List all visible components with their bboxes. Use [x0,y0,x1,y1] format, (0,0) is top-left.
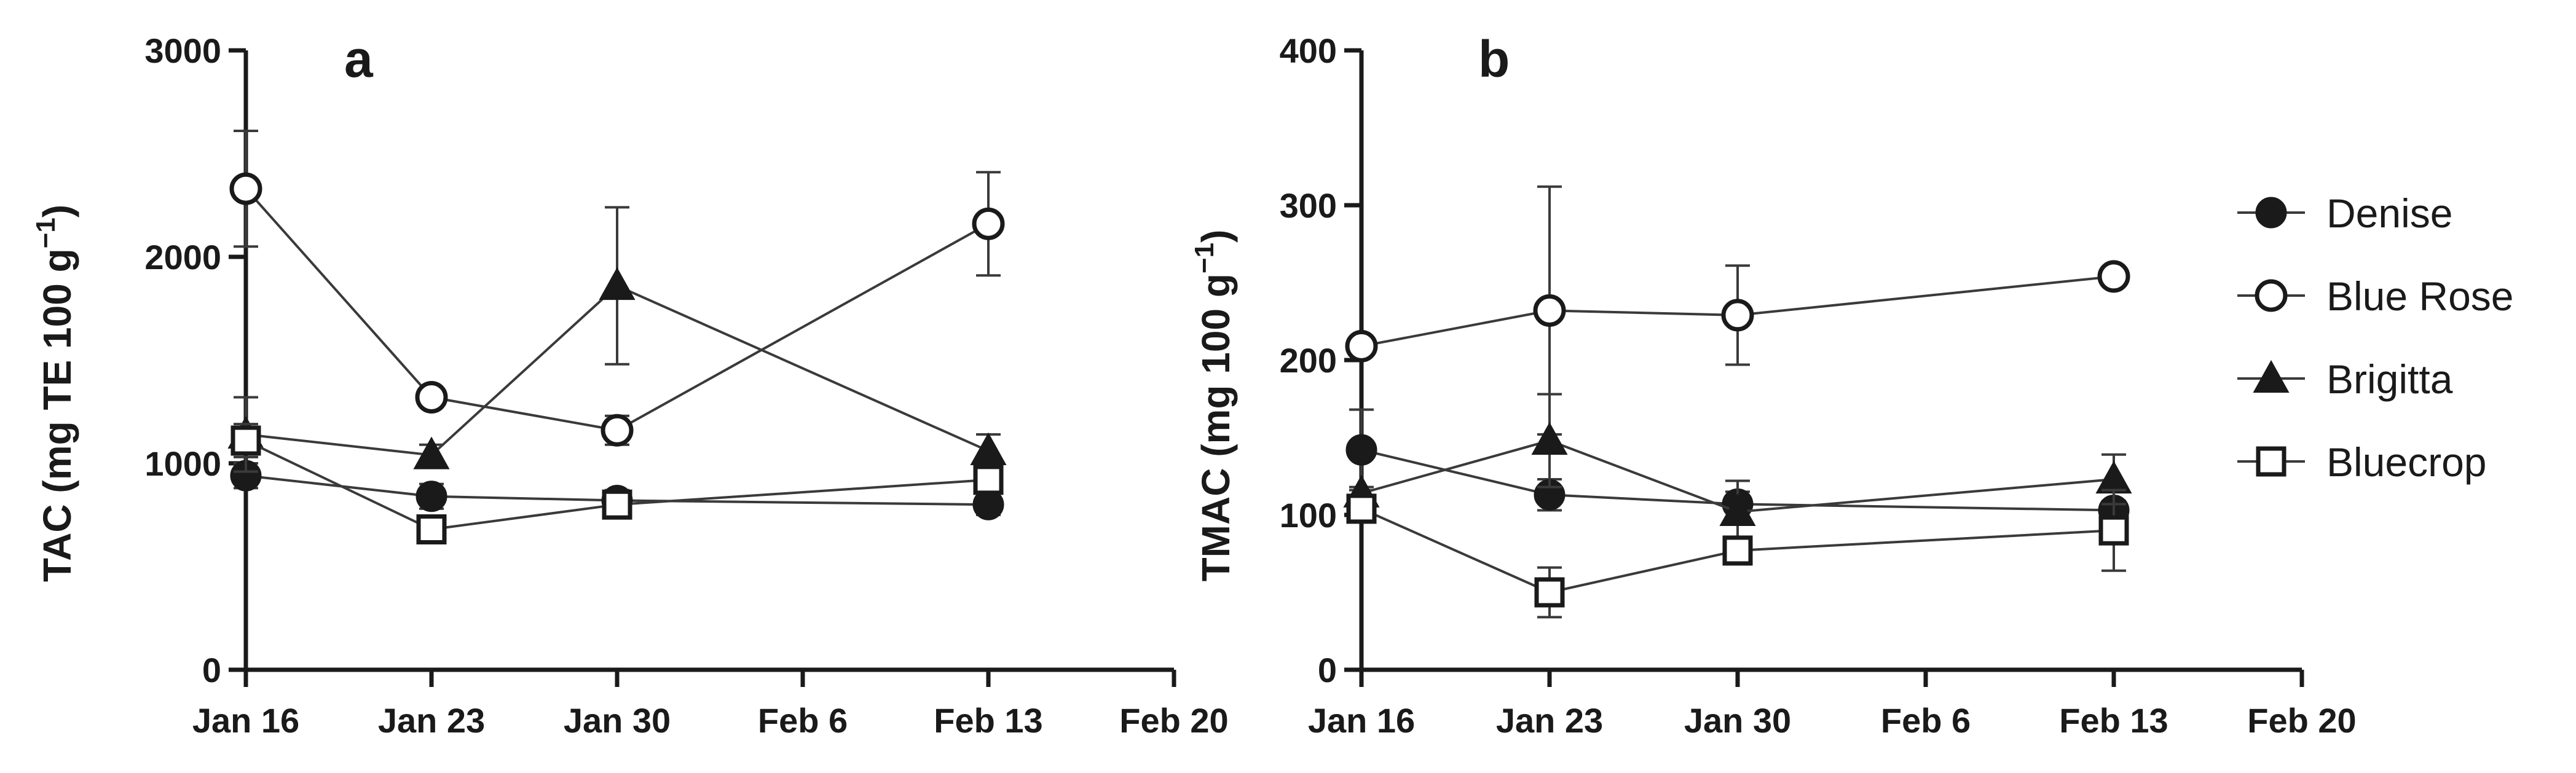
panel-b-chart: 0 100 200 300 400 Jan 16 Jan 23 Jan 30 Feb 6 Feb… [1189,30,2357,740]
legend-label: Blue Rose [2326,273,2514,319]
data-point-bluecrop [416,514,447,545]
x-tick-label: Jan 30 [564,701,671,740]
y-tick-label: 1000 [144,444,221,483]
panel-b-x-axis: Jan 16 Jan 23 Jan 30 Feb 6 Feb 13 Feb 20 [1308,667,2357,740]
panel-b-y-axis: 0 100 200 300 400 [1280,31,1364,689]
legend-item: Brigitta [2237,356,2453,402]
data-point-bluecrop [1534,577,1565,608]
x-tick-label: Feb 20 [2247,701,2356,740]
panel-a-y-axis-title: TAC (mg TE 100 g−1) [31,205,79,582]
panel-a-y-axis: 0 1000 2000 3000 [144,31,248,689]
x-tick-label: Jan 16 [1308,701,1415,740]
y-tick-label: 0 [202,651,221,689]
data-point-denise [1345,434,1377,466]
x-tick-label: Feb 6 [1881,701,1971,740]
data-point-blue-rose [601,414,634,447]
data-point-brigitta [1531,422,1568,455]
data-point-blue-rose [972,207,1005,240]
panel-a-chart: 0 1000 2000 3000 Jan 16 Jan 23 Jan 30 Feb 6 Feb… [31,30,1229,740]
y-tick-label: 200 [1280,341,1337,380]
data-point-brigitta [970,432,1007,465]
legend-label: Brigitta [2326,356,2453,402]
series-line-bluecrop [245,439,989,531]
panel-b-series [1343,185,2132,619]
legend-label: Bluecrop [2326,439,2487,485]
panel-a-x-axis: Jan 16 Jan 23 Jan 30 Feb 6 Feb 13 Feb 20 [192,667,1229,740]
data-point-blue-rose [229,172,262,205]
data-point-blue-rose [415,380,448,414]
legend: Denise Blue Rose Brigitta Bluecrop [2237,190,2514,485]
legend-item: Bluecrop [2237,439,2487,485]
x-tick-label: Feb 13 [934,701,1042,740]
x-tick-label: Feb 13 [2059,701,2168,740]
series-line-bluecrop [1361,508,2114,594]
legend-item: Blue Rose [2237,273,2514,319]
data-point-denise [416,481,447,512]
data-point-brigitta [2095,460,2132,494]
y-tick-label: 2000 [144,238,221,277]
data-point-brigitta [599,267,636,300]
legend-item: Denise [2237,190,2452,236]
data-point-brigitta [413,436,450,469]
legend-marker-bluecrop [2256,446,2286,477]
data-point-bluecrop [230,425,261,456]
series-line-blue-rose [245,187,989,432]
x-tick-label: Feb 6 [758,701,848,740]
panel-b-letter: b [1478,30,1510,88]
x-tick-label: Feb 20 [1119,701,1228,740]
x-tick-label: Jan 23 [1496,701,1603,740]
series-line-brigitta [1361,439,2114,513]
data-point-blue-rose [2097,260,2130,293]
y-tick-label: 400 [1280,31,1337,70]
data-point-bluecrop [2098,515,2129,546]
data-point-bluecrop [973,465,1004,495]
legend-label: Denise [2326,190,2452,236]
data-point-brigitta [1719,493,1756,527]
x-tick-label: Jan 16 [192,701,299,740]
data-point-blue-rose [1533,294,1566,327]
x-tick-label: Jan 23 [378,701,485,740]
y-tick-label: 3000 [144,31,221,70]
x-tick-label: Jan 30 [1684,701,1791,740]
legend-marker-blue-rose [2255,279,2288,312]
series-line-blue-rose [1361,275,2114,348]
panel-a-letter: a [344,30,374,88]
legend-marker-denise [2255,197,2287,229]
legend-marker-brigitta [2253,359,2290,393]
y-tick-label: 300 [1280,186,1337,225]
data-point-bluecrop [1722,535,1753,566]
panel-b-y-axis-title: TMAC (mg 100 g−1) [1189,230,1238,582]
panel-a-series [227,130,1007,545]
series-line-brigitta [245,284,989,457]
data-point-blue-rose [1721,299,1754,332]
y-tick-label: 0 [1318,651,1337,689]
series-line-denise [1361,449,2114,512]
data-point-blue-rose [1345,329,1378,363]
data-point-bluecrop [1346,493,1377,524]
y-tick-label: 100 [1280,496,1337,535]
data-point-bluecrop [602,489,632,520]
